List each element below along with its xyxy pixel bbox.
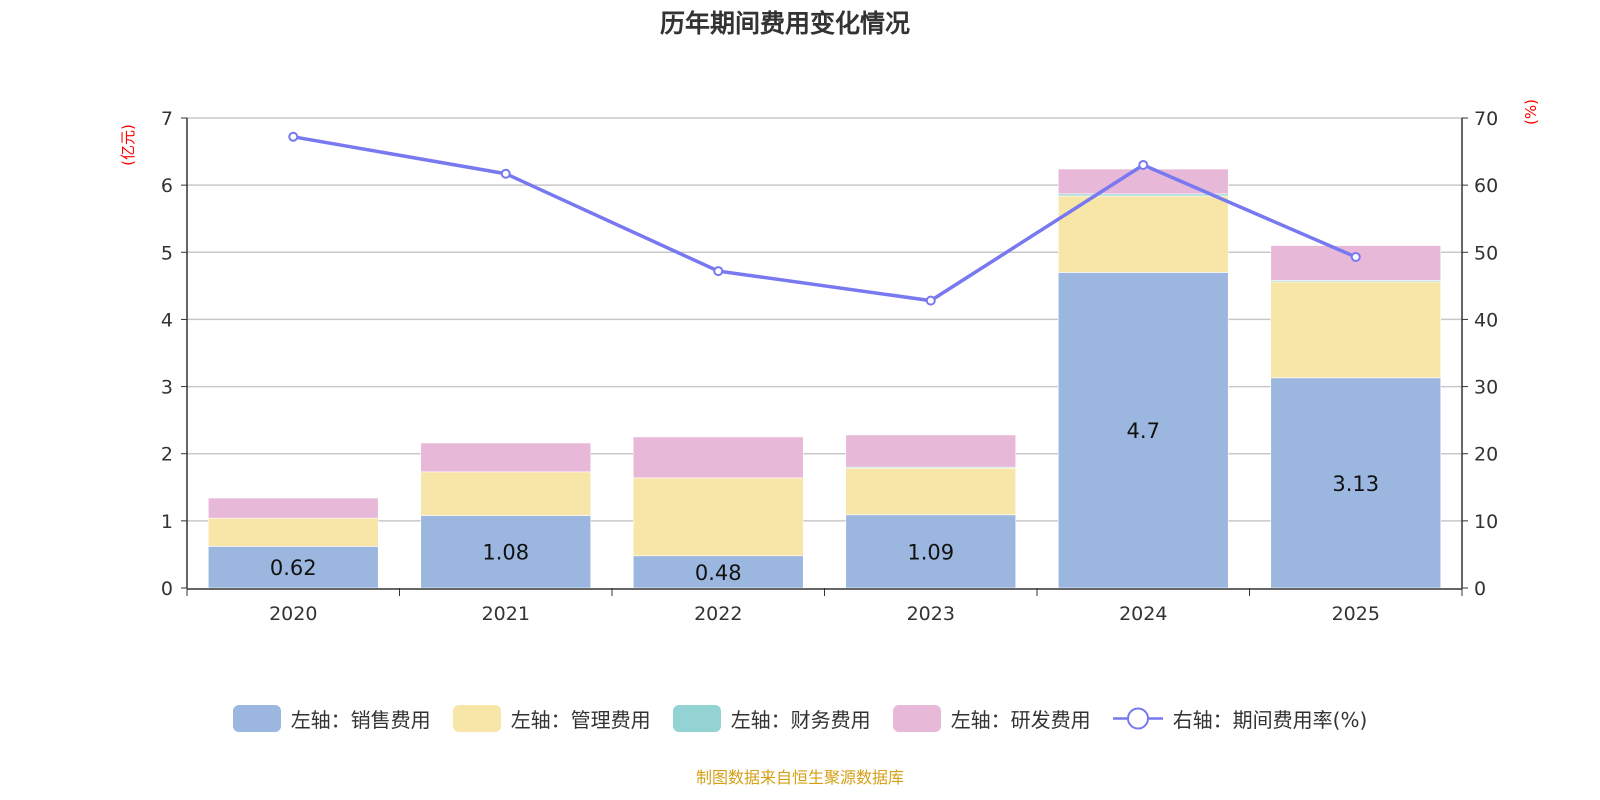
legend-label: 左轴：研发费用 <box>950 708 1091 732</box>
source-note: 制图数据来自恒生聚源数据库 <box>695 768 904 787</box>
bar-1 <box>845 467 1017 516</box>
legend: 左轴：销售费用 左轴：管理费用 左轴：财务费用 左轴：研发费用 右轴：期间费用率(%) <box>0 704 1600 733</box>
bar-2 <box>1057 193 1229 197</box>
bar-value-label: 0.62 <box>270 556 317 580</box>
bar-value-label: 1.08 <box>482 541 529 565</box>
legend-swatch-icon <box>232 705 281 732</box>
left-tick-label: 2 <box>161 444 173 466</box>
legend-item[interactable]: 左轴：销售费用 <box>232 704 431 733</box>
legend-label: 左轴：销售费用 <box>290 708 431 732</box>
bar-3 <box>845 434 1017 468</box>
bar-1 <box>1270 281 1442 379</box>
rate-line <box>292 135 1357 303</box>
bar-value-label: 3.13 <box>1332 472 1379 496</box>
legend-swatch-icon <box>452 705 501 732</box>
right-tick-label: 70 <box>1474 108 1498 130</box>
rate-point <box>713 266 724 277</box>
legend-swatch-icon <box>892 705 941 732</box>
legend-item[interactable]: 右轴：期间费用率(%) <box>1112 704 1368 733</box>
legend-item[interactable]: 左轴：财务费用 <box>672 704 871 733</box>
legend-item[interactable]: 左轴：管理费用 <box>452 704 651 733</box>
bar-value-label: 1.09 <box>907 540 954 564</box>
chart-title: 历年期间费用变化情况 <box>660 9 910 38</box>
bar-3 <box>420 442 592 473</box>
bar-1 <box>1057 195 1229 273</box>
legend-swatch-icon <box>672 705 721 732</box>
bar-1 <box>632 477 804 557</box>
bar-0 <box>207 546 379 589</box>
right-tick-label: 20 <box>1474 444 1498 466</box>
rate-point <box>1138 160 1149 170</box>
bar-0 <box>420 515 592 589</box>
bar-3 <box>207 497 379 519</box>
left-tick-label: 5 <box>161 242 173 264</box>
left-tick-label: 6 <box>161 175 173 197</box>
x-tick-label: 2022 <box>694 603 742 625</box>
left-tick-label: 4 <box>161 309 173 331</box>
x-tick-label: 2023 <box>907 603 955 625</box>
legend-item[interactable]: 左轴：研发费用 <box>892 704 1091 733</box>
legend-line-marker-icon <box>1112 707 1163 730</box>
bar-0 <box>1057 272 1229 589</box>
bar-value-label: 0.48 <box>695 561 742 585</box>
rate-point <box>288 131 299 142</box>
right-tick-label: 60 <box>1474 175 1498 197</box>
rate-point <box>1350 251 1361 262</box>
bar-1 <box>207 517 379 547</box>
left-tick-label: 7 <box>161 108 173 130</box>
right-tick-label: 40 <box>1474 309 1498 331</box>
x-tick-label: 2021 <box>482 603 530 625</box>
bar-0 <box>632 555 804 589</box>
x-tick-label: 2024 <box>1119 603 1167 625</box>
bar-0 <box>845 514 1017 589</box>
x-tick-label: 2025 <box>1332 603 1380 625</box>
legend-label: 右轴：期间费用率(%) <box>1172 708 1368 732</box>
rate-point <box>500 168 511 179</box>
right-tick-label: 50 <box>1474 242 1498 264</box>
right-tick-label: 10 <box>1474 511 1498 533</box>
bar-0 <box>1270 377 1442 589</box>
left-axis-unit: (亿元) <box>119 124 137 166</box>
left-tick-label: 3 <box>161 377 173 399</box>
bar-1 <box>420 471 592 516</box>
right-tick-label: 0 <box>1474 578 1486 600</box>
bar-3 <box>632 436 804 479</box>
legend-label: 左轴：财务费用 <box>730 708 871 732</box>
left-tick-label: 1 <box>161 511 173 533</box>
rate-point <box>925 295 936 306</box>
x-tick-label: 2020 <box>269 603 317 625</box>
bar-3 <box>1270 245 1442 281</box>
right-tick-label: 30 <box>1474 377 1498 399</box>
left-tick-label: 0 <box>161 578 173 600</box>
legend-label: 左轴：管理费用 <box>510 708 651 732</box>
right-axis-unit: (%) <box>1522 99 1540 125</box>
bar-value-label: 4.7 <box>1127 419 1160 443</box>
